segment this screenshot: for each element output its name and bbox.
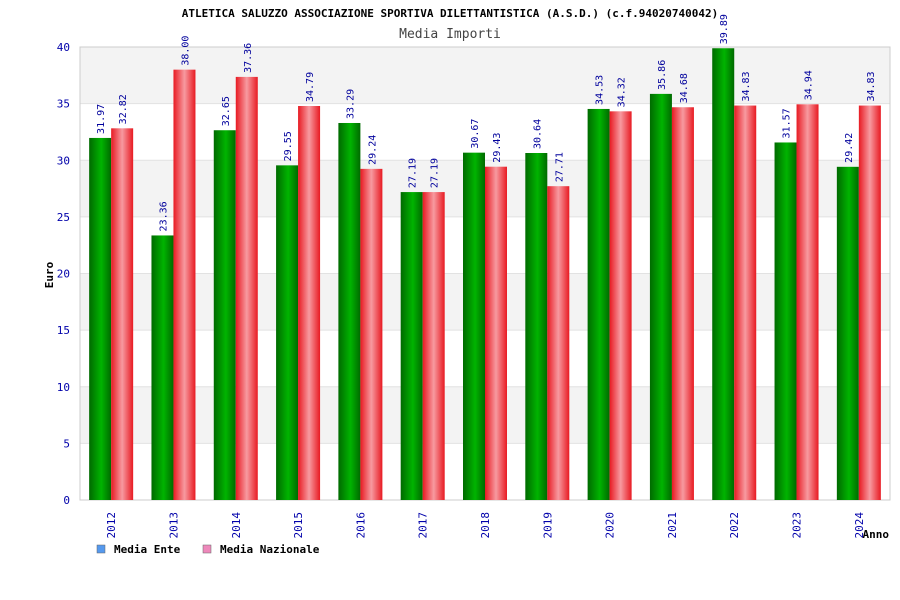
bar-media-ente	[89, 137, 112, 500]
bar-media-ente	[338, 122, 361, 500]
bar-value-label: 34.83	[741, 71, 752, 101]
y-axis-ticks: 0 5 10 15 20 25 30 35 40	[57, 41, 70, 507]
y-axis-label: Euro	[43, 261, 56, 288]
bar-value-label: 30.67	[470, 119, 481, 149]
bar-media-nazionale	[734, 105, 757, 501]
bar-value-label: 34.79	[305, 72, 316, 102]
x-tick-label: 2017	[417, 512, 430, 539]
bar-value-label: 38.00	[180, 36, 191, 66]
bar-media-nazionale	[235, 76, 258, 500]
bar-value-label: 31.97	[96, 104, 107, 134]
grid-band	[80, 47, 890, 104]
x-tick-label: 2015	[292, 512, 305, 539]
bar-media-ente	[525, 153, 548, 500]
y-tick-label: 25	[57, 211, 70, 224]
legend-swatch-nazionale	[202, 544, 212, 554]
bar-value-label: 23.36	[158, 201, 169, 231]
bar-value-label: 30.64	[532, 119, 543, 149]
bar-media-ente	[463, 152, 485, 501]
bar-value-label: 39.89	[719, 14, 730, 44]
bar-media-nazionale	[111, 128, 134, 500]
x-tick-label: 2021	[666, 512, 679, 539]
x-tick-label: 2012	[105, 512, 118, 539]
y-tick-label: 30	[57, 154, 70, 167]
bar-media-ente	[836, 166, 859, 501]
x-tick-label: 2024	[853, 512, 866, 539]
x-tick-label: 2013	[167, 512, 180, 539]
bar-value-label: 34.94	[804, 70, 815, 100]
x-axis-ticks: 2012 2013 2014 2015 2016 2017 2018 2019 2020 2021…	[105, 512, 866, 539]
bar-value-label: 31.57	[782, 108, 793, 138]
bars	[89, 48, 881, 501]
bar-value-label: 33.29	[345, 89, 356, 119]
x-tick-label: 2022	[728, 512, 741, 539]
bar-value-label: 29.24	[367, 135, 378, 165]
bar-value-label: 34.53	[595, 75, 606, 105]
bar-media-nazionale	[422, 192, 445, 501]
bar-media-nazionale	[298, 106, 321, 501]
bar-media-ente	[649, 93, 672, 500]
bar-value-label: 29.43	[492, 133, 503, 163]
bar-data-labels: 31.97 32.82 23.36 38.00 32.65 37.36 29.55 34.79…	[96, 14, 877, 231]
bar-media-nazionale	[609, 111, 632, 501]
legend-swatch-ente	[96, 544, 106, 554]
y-tick-label: 15	[57, 324, 70, 337]
x-tick-label: 2018	[479, 512, 492, 539]
x-tick-label: 2016	[354, 512, 367, 539]
y-tick-label: 40	[57, 41, 70, 54]
bar-media-ente	[587, 108, 610, 500]
chart-subtitle: Media Importi	[399, 27, 501, 42]
x-tick-label: 2020	[604, 512, 617, 539]
bar-media-ente	[151, 235, 174, 500]
bar-value-label: 29.42	[844, 133, 855, 163]
y-tick-label: 35	[57, 98, 70, 111]
y-tick-label: 10	[57, 381, 70, 394]
bar-media-nazionale	[360, 168, 383, 500]
bar-media-nazionale	[173, 69, 196, 501]
x-tick-label: 2023	[791, 512, 804, 539]
bar-value-label: 32.65	[221, 96, 232, 126]
y-tick-label: 20	[57, 268, 70, 281]
bar-media-ente	[400, 192, 423, 501]
bar-media-ente	[774, 142, 797, 500]
bar-value-label: 35.86	[657, 60, 668, 90]
bar-value-label: 27.71	[554, 152, 565, 182]
bar-value-label: 29.55	[283, 131, 294, 161]
bar-value-label: 34.68	[679, 73, 690, 103]
y-tick-label: 5	[63, 437, 70, 450]
bar-value-label: 27.19	[430, 158, 441, 188]
bar-media-nazionale	[796, 104, 819, 500]
bar-media-nazionale	[858, 105, 881, 501]
bar-value-label: 27.19	[408, 158, 419, 188]
y-tick-label: 0	[63, 494, 70, 507]
bar-media-ente	[276, 165, 299, 500]
chart-title: ATLETICA SALUZZO ASSOCIAZIONE SPORTIVA D…	[182, 7, 718, 20]
bar-value-label: 32.82	[118, 94, 129, 124]
x-axis-label: Anno	[863, 528, 890, 541]
bar-media-nazionale	[547, 186, 570, 500]
legend: Media Ente Media Nazionale	[96, 543, 320, 556]
legend-label-ente: Media Ente	[114, 543, 181, 556]
bar-value-label: 37.36	[243, 43, 254, 73]
x-tick-label: 2019	[541, 512, 554, 539]
bar-media-nazionale	[671, 107, 694, 501]
bar-media-ente	[712, 48, 735, 500]
x-tick-label: 2014	[230, 512, 243, 539]
bar-value-label: 34.83	[866, 71, 877, 101]
bar-media-ente	[213, 130, 236, 500]
bar-value-label: 34.32	[617, 77, 628, 107]
bar-media-nazionale	[485, 166, 507, 500]
legend-label-nazionale: Media Nazionale	[220, 543, 320, 556]
